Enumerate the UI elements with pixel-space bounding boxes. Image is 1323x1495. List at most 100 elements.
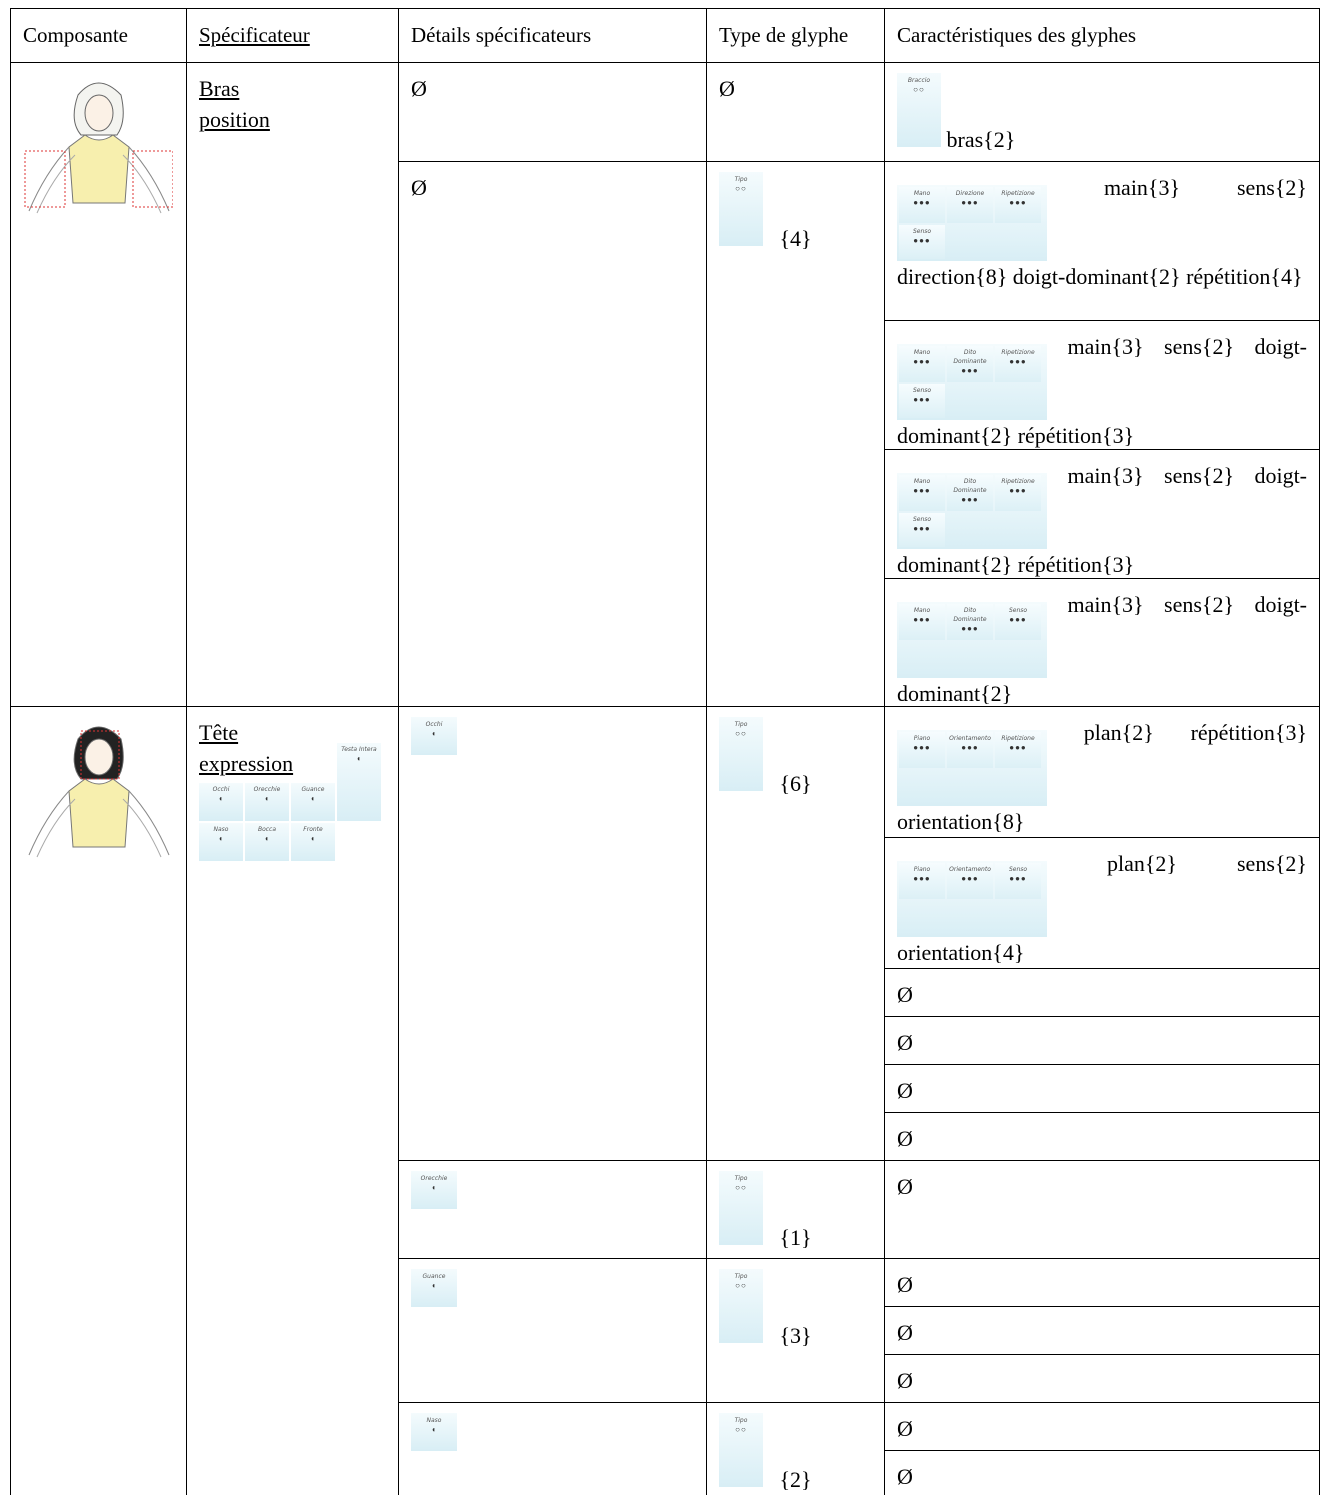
- thumb-label: Tipo: [734, 1175, 748, 1182]
- cell-text: Ø: [411, 76, 427, 101]
- thumb-label: Tipo: [734, 721, 748, 728]
- thumb-label: Orientamento: [949, 735, 991, 742]
- thumb-panel: Dito Dominante ●●●: [947, 604, 993, 640]
- thumb-panel: Ripetizione ●●●: [995, 187, 1041, 223]
- thumb-glyphs: ○○: [735, 1183, 747, 1192]
- cell-text: Ø: [897, 1368, 913, 1393]
- characteristics-text: main{3} sens{2} doigt-dominant{2}: [897, 592, 1308, 706]
- glyph-thumbnail: Orecchie ◖: [411, 1171, 457, 1209]
- thumb-label: Dito Dominante: [953, 349, 987, 365]
- characteristics-text: plan{2} sens{2} orientation{4}: [897, 851, 1307, 965]
- cell-text: Ø: [897, 1272, 913, 1297]
- table-cell: [10, 706, 187, 1495]
- thumb-glyphs: ●●●: [913, 743, 931, 752]
- thumb-glyphs: ●●●: [913, 236, 931, 245]
- table-cell: Mano ●●● Dito Dominante ●●● Ripetizione ●●● Se…: [884, 320, 1320, 450]
- thumb-glyphs: ●●●: [913, 486, 931, 495]
- characteristics-text: main{3} sens{2} direction{8} doigt-domin…: [897, 175, 1307, 289]
- thumb-label: Mano: [913, 607, 931, 614]
- thumb-glyphs: ◖: [431, 729, 437, 738]
- cell-text: Ø: [897, 1174, 913, 1199]
- thumb-panel: Orientamento ●●●: [947, 863, 993, 899]
- thumb-glyphs: ◖: [431, 1281, 437, 1290]
- thumb-label: Ripetizione: [1001, 349, 1035, 356]
- table-cell: Spécificateur: [186, 8, 399, 63]
- thumb-panel: Ripetizione ●●●: [995, 475, 1041, 511]
- glyph-thumbnail: Tipo ○○: [719, 172, 763, 246]
- specifier: Tête expression: [199, 720, 294, 776]
- cell-text: Ø: [897, 1126, 913, 1151]
- glyph-thumbnail: Bocca ◖: [245, 823, 289, 861]
- thumb-glyphs: ●●●: [961, 366, 979, 375]
- thumb-label: Mano: [913, 349, 931, 356]
- thumb-glyphs: ●●●: [913, 357, 931, 366]
- glyph-count: {1}: [779, 1225, 812, 1250]
- thumb-label: Naso: [426, 1417, 442, 1424]
- table-cell: Ø: [884, 1160, 1320, 1259]
- table-cell: Ø: [706, 62, 885, 162]
- cell-text: Ø: [897, 1416, 913, 1441]
- thumb-glyphs: ◖: [310, 794, 316, 803]
- glyph-thumbnail: Fronte ◖: [291, 823, 335, 861]
- thumb-glyphs: ●●●: [1009, 874, 1027, 883]
- thumb-label: Fronte: [303, 826, 323, 833]
- thumb-label: Tipo: [734, 1417, 748, 1424]
- table-cell: Type de glyphe: [706, 8, 885, 63]
- thumb-glyphs: ●●●: [961, 624, 979, 633]
- glyph-thumbnail: Occhi ◖: [199, 783, 243, 821]
- glyph-thumbnail: Tipo ○○: [719, 1269, 763, 1343]
- glyph-thumbnail: Tipo ○○: [719, 717, 763, 791]
- glyph-thumbnail: Mano ●●● Dito Dominante ●●● Ripetizione ●●● Se…: [897, 344, 1047, 420]
- table-cell: Composante: [10, 8, 187, 63]
- table-cell: Tipo ○○ {3}: [706, 1258, 885, 1403]
- cell-text: Ø: [897, 1320, 913, 1345]
- glyph-thumbnail: Tipo ○○: [719, 1413, 763, 1487]
- thumb-glyphs: ●●●: [913, 198, 931, 207]
- glyph-count: {6}: [779, 771, 812, 796]
- thumb-label: Ripetizione: [1001, 735, 1035, 742]
- thumb-panel: Orientamento ●●●: [947, 732, 993, 768]
- table-cell: Piano ●●● Orientamento ●●● Ripetizione ●●● pl…: [884, 706, 1320, 838]
- glyph-thumbnail: Testa Intera ◖: [337, 743, 381, 821]
- thumb-label: Bocca: [257, 826, 277, 833]
- thumb-panel: Ripetizione ●●●: [995, 732, 1041, 768]
- thumb-label: Mano: [913, 478, 931, 485]
- thumb-label: Piano: [913, 866, 931, 873]
- thumb-panel: Mano ●●●: [899, 475, 945, 511]
- glyph-thumbnail: Naso ◖: [411, 1413, 457, 1451]
- thumb-panel: Mano ●●●: [899, 604, 945, 640]
- thumb-label: Piano: [913, 735, 931, 742]
- cell-text: Ø: [897, 982, 913, 1007]
- table-cell: Mano ●●● Dito Dominante ●●● Ripetizione ●●● Se…: [884, 449, 1320, 579]
- table-cell: Caractéristiques des glyphes: [884, 8, 1320, 63]
- thumb-label: Direzione: [955, 190, 985, 197]
- thumb-label: Senso: [912, 516, 932, 523]
- characteristics-text: main{3} sens{2} doigt-dominant{2} répéti…: [897, 463, 1308, 577]
- thumb-glyphs: ◖: [218, 834, 224, 843]
- table-cell: Mano ●●● Dito Dominante ●●● Senso ●●● main{3}…: [884, 578, 1320, 707]
- thumb-panel: Mano ●●●: [899, 346, 945, 382]
- column-header: Composante: [23, 23, 128, 47]
- table-cell: Tipo ○○ {2}: [706, 1402, 885, 1495]
- glyph-thumbnail: Braccio ○○: [897, 73, 941, 147]
- table-cell: Ø: [398, 62, 707, 162]
- thumb-label: Senso: [912, 228, 932, 235]
- thumb-label: Ripetizione: [1001, 190, 1035, 197]
- table-cell: [10, 62, 187, 707]
- thumb-label: Tipo: [734, 1273, 748, 1280]
- column-header: Caractéristiques des glyphes: [897, 23, 1137, 47]
- thumb-glyphs: ◖: [310, 834, 316, 843]
- cell-text: Ø: [719, 76, 735, 101]
- glyph-thumbnail: Piano ●●● Orientamento ●●● Ripetizione ●●●: [897, 730, 1047, 806]
- thumb-glyphs: ○○: [735, 1281, 747, 1290]
- thumb-panel: Piano ●●●: [899, 863, 945, 899]
- thumb-panel: Senso ●●●: [995, 604, 1041, 640]
- table-cell: Guance ◖: [398, 1258, 707, 1403]
- table-cell: Tipo ○○ {4}: [706, 161, 885, 707]
- thumb-glyphs: ●●●: [913, 874, 931, 883]
- thumb-glyphs: ◖: [431, 1183, 437, 1192]
- thumb-panel: Dito Dominante ●●●: [947, 346, 993, 382]
- thumb-glyphs: ●●●: [1009, 743, 1027, 752]
- thumb-glyphs: ●●●: [961, 198, 979, 207]
- illustration: [24, 82, 173, 214]
